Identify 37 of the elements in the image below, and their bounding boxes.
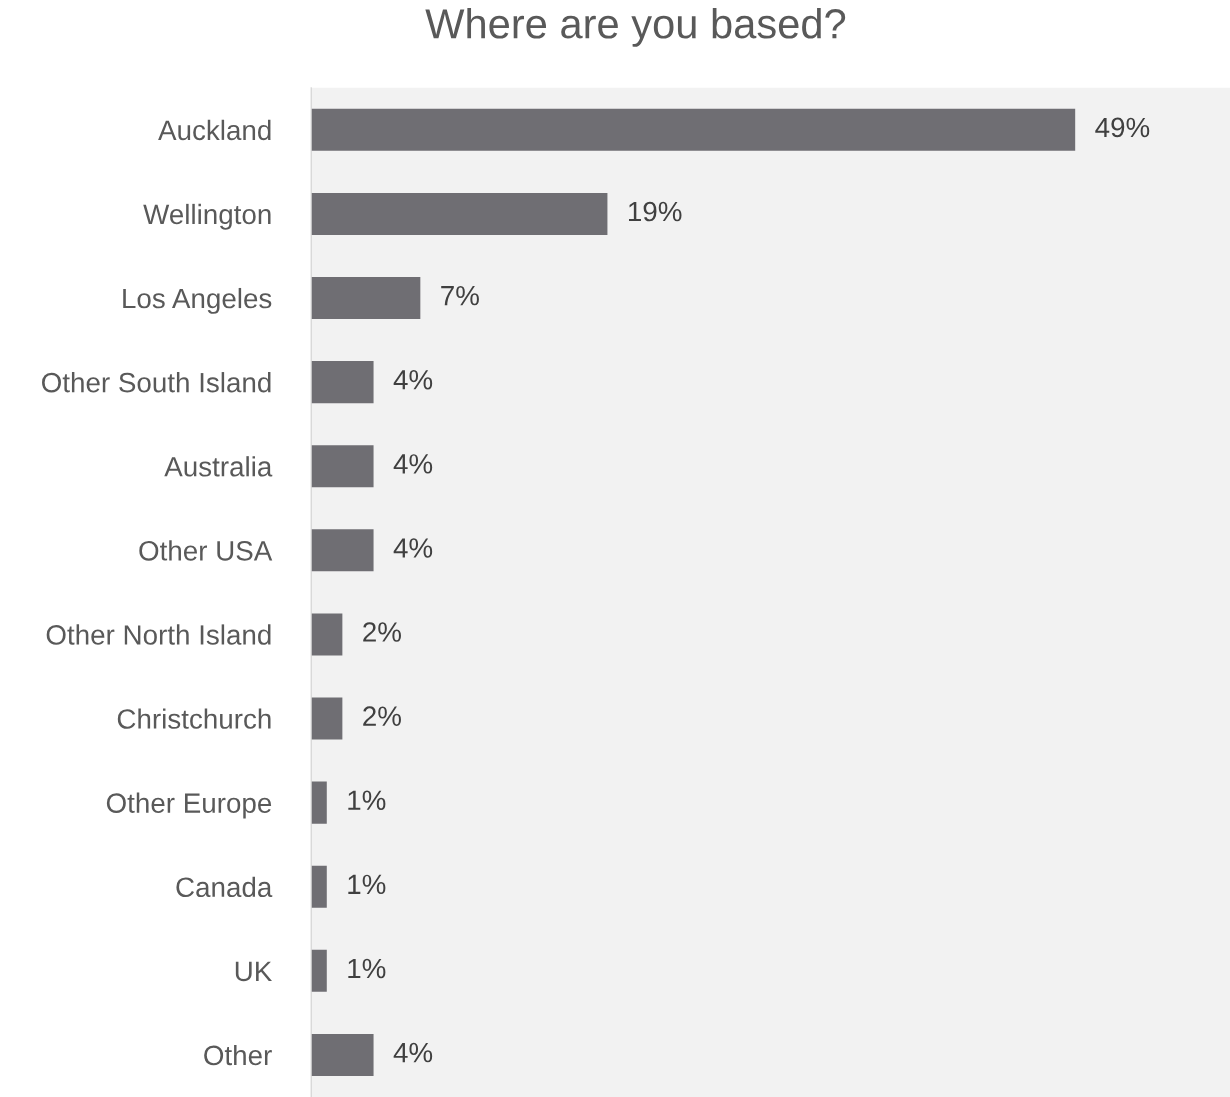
chart-title: Where are you based? [425, 8, 846, 47]
y-tick-label: Other [204, 1044, 272, 1066]
y-tick-label: Los Angeles [123, 287, 272, 314]
y-tick-label: Canada [176, 876, 273, 898]
bar [311, 613, 343, 656]
data-label: 1% [348, 874, 386, 895]
y-tick-label: Other Europe [106, 792, 272, 819]
bar [311, 1033, 374, 1076]
bar [311, 361, 374, 404]
bar [311, 781, 327, 824]
data-label: 4% [393, 538, 433, 558]
bar [311, 697, 343, 740]
y-tick-label: Australia [164, 456, 273, 477]
y-tick-label: Wellington [143, 203, 271, 230]
bar [311, 529, 374, 572]
bar [311, 949, 327, 992]
y-tick-label: UK [235, 961, 272, 982]
y-tick-label: Other South Island [42, 372, 271, 393]
data-label: 19% [629, 201, 682, 222]
data-label: 4% [393, 370, 433, 390]
data-label: 2% [363, 706, 401, 726]
y-tick-label: Other North Island [46, 624, 271, 645]
data-label: 2% [363, 622, 401, 642]
data-label: 1% [348, 958, 386, 979]
bar [311, 865, 327, 908]
bar [311, 108, 1076, 151]
bar [311, 276, 421, 320]
data-label: 49% [1095, 117, 1150, 138]
data-label: 7% [441, 285, 479, 306]
bar [311, 192, 608, 235]
data-label: 4% [393, 454, 433, 474]
bar [311, 445, 374, 488]
data-label: 4% [393, 1042, 433, 1063]
y-tick-label: Auckland [158, 119, 271, 141]
y-tick-label: Christchurch [117, 708, 271, 729]
data-label: 1% [348, 790, 386, 810]
y-tick-label: Other USA [139, 540, 273, 561]
